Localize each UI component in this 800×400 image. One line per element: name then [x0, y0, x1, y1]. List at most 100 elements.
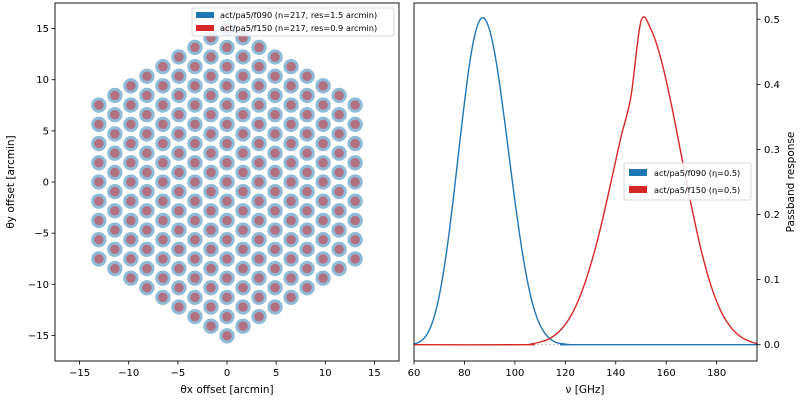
- detector-f150: [270, 71, 280, 81]
- detector-f150: [142, 225, 152, 235]
- left-x-tick-label: −5: [170, 368, 185, 379]
- detector-f150: [302, 225, 312, 235]
- right-y-tick-label: 0.3: [764, 145, 780, 156]
- detector-f150: [206, 129, 216, 139]
- detector-f150: [222, 254, 232, 264]
- detector-f150: [238, 129, 248, 139]
- detector-f150: [254, 254, 264, 264]
- detector-f150: [174, 109, 184, 120]
- detector-f150: [94, 196, 104, 206]
- detector-f150: [270, 148, 280, 158]
- detector-f150: [126, 215, 136, 226]
- detector-f150: [94, 100, 104, 110]
- detector-f150: [190, 254, 200, 264]
- right-x-tick-label: 60: [408, 368, 421, 379]
- detector-f150: [158, 254, 168, 264]
- detector-f150: [142, 109, 152, 120]
- left-y-tick-label: −5: [34, 229, 49, 240]
- detector-f150: [254, 138, 264, 149]
- right-x-tick-label: 160: [657, 368, 676, 379]
- detector-f150: [206, 148, 216, 158]
- detector-f150: [254, 177, 264, 187]
- detector-f150: [174, 52, 184, 62]
- focal-plane-panel: −15 −10 −5 0 5 10 15 −15 −10 −5 0 5 10 15 θx offset …: [5, 2, 400, 396]
- detector-f150: [286, 254, 296, 264]
- detector-f150: [190, 177, 200, 187]
- detector-f150: [174, 186, 184, 197]
- detector-f150: [254, 311, 264, 322]
- detector-f150: [334, 167, 344, 178]
- right-x-tick-label: 120: [556, 368, 575, 379]
- detector-f150: [254, 292, 264, 303]
- detector-f150: [110, 263, 120, 274]
- detector-f150: [222, 196, 232, 206]
- detector-f150: [174, 225, 184, 235]
- detector-f150: [302, 71, 312, 81]
- detector-f150: [302, 167, 312, 178]
- detector-f150: [318, 158, 328, 168]
- detector-f150: [110, 186, 120, 197]
- detector-f150: [286, 119, 296, 130]
- detector-f150: [350, 254, 360, 264]
- detector-f150: [238, 302, 248, 312]
- detector-f150: [158, 119, 168, 130]
- left-x-tick-label: 15: [368, 368, 381, 379]
- detector-f150: [222, 61, 232, 72]
- detector-f150: [254, 81, 264, 91]
- detector-f150: [318, 119, 328, 130]
- detector-f150: [142, 206, 152, 216]
- detector-f150: [206, 244, 216, 255]
- detector-f150: [334, 225, 344, 235]
- detector-f150: [126, 81, 136, 91]
- right-x-tick-label: 80: [458, 368, 471, 379]
- detector-f150: [142, 129, 152, 139]
- detector-f150: [158, 273, 168, 283]
- detector-f150: [158, 196, 168, 206]
- detector-f150: [142, 244, 152, 255]
- detector-f150: [126, 158, 136, 168]
- legend-label-f090-passband: act/pa5/f090 (η=0.5): [654, 168, 740, 178]
- detector-f150: [270, 302, 280, 312]
- detector-f150: [286, 100, 296, 110]
- detector-f150: [190, 158, 200, 168]
- detector-f150: [302, 109, 312, 120]
- right-y-tick-label: 0.5: [764, 15, 780, 26]
- right-axes-frame: [413, 2, 758, 362]
- detector-f150: [254, 61, 264, 72]
- detector-f150: [174, 129, 184, 139]
- detector-f150: [270, 186, 280, 197]
- detector-f150: [126, 273, 136, 283]
- detector-f150: [174, 283, 184, 293]
- detector-f150: [302, 206, 312, 216]
- detector-f150: [110, 90, 120, 101]
- detector-f150: [238, 109, 248, 120]
- detector-f150: [142, 263, 152, 274]
- detector-f150: [190, 311, 200, 322]
- detector-f150: [206, 186, 216, 197]
- detector-f150: [350, 196, 360, 206]
- detector-f150: [334, 263, 344, 274]
- detector-f150: [158, 292, 168, 303]
- detector-f150: [206, 109, 216, 120]
- detector-f150: [174, 263, 184, 274]
- detector-f150: [174, 71, 184, 81]
- detector-f150: [206, 167, 216, 178]
- detector-f150: [174, 148, 184, 158]
- detector-f150: [142, 148, 152, 158]
- detector-f150: [206, 206, 216, 216]
- detector-f150: [286, 234, 296, 245]
- detector-f150: [206, 283, 216, 293]
- passband-line-f150: [413, 16, 758, 346]
- left-x-tick-label: −15: [69, 368, 90, 379]
- detector-f150: [318, 138, 328, 149]
- detector-f150: [94, 158, 104, 168]
- detector-f150: [286, 273, 296, 283]
- detector-f150: [334, 148, 344, 158]
- detector-f150: [110, 206, 120, 216]
- detector-f150: [238, 90, 248, 101]
- right-legend-box: [623, 162, 752, 201]
- detector-f150: [302, 244, 312, 255]
- detector-f150: [110, 225, 120, 235]
- detector-f150: [158, 234, 168, 245]
- detector-f150: [190, 61, 200, 72]
